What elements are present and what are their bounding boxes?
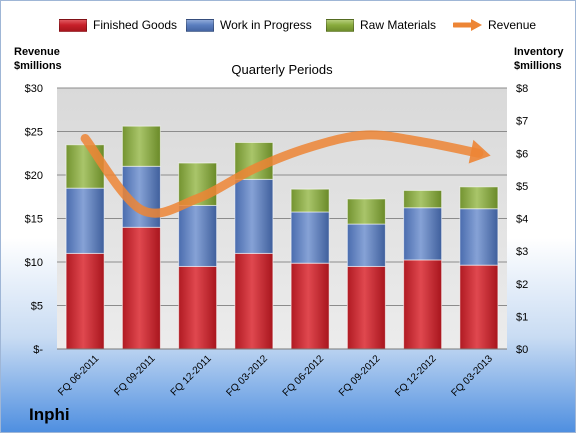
category-label: FQ 03-2012	[224, 353, 270, 399]
legend: Finished Goods Work in Progress Raw Mate…	[1, 15, 576, 35]
bar-work-in-progress	[346, 223, 386, 267]
right-axis-title-line2: $millions	[514, 60, 562, 72]
chart-subtitle: Quarterly Periods	[231, 62, 333, 77]
legend-item-raw-materials: Raw Materials	[326, 15, 436, 35]
left-tick-label: $20	[25, 170, 43, 182]
bar-finished-goods	[459, 264, 499, 350]
right-tick-label: $3	[516, 246, 528, 258]
bar-work-in-progress	[234, 178, 274, 254]
left-tick-label: $25	[25, 127, 43, 139]
category-label: FQ 06-2012	[281, 353, 327, 399]
legend-item-revenue: Revenue	[453, 15, 536, 35]
bar-raw-materials	[121, 125, 161, 167]
left-tick-label: $5	[31, 301, 43, 313]
legend-label-work-in-progress: Work in Progress	[220, 18, 312, 32]
legend-swatch-finished-goods	[59, 18, 87, 32]
right-tick-label: $7	[516, 116, 528, 128]
left-axis-title-line1: Revenue	[14, 46, 60, 58]
legend-item-finished-goods: Finished Goods	[59, 15, 177, 35]
right-axis-title-line1: Inventory	[514, 46, 564, 58]
bar-finished-goods	[121, 226, 161, 350]
bar-raw-materials	[459, 186, 499, 210]
category-label: FQ 03-2013	[449, 353, 495, 399]
right-tick-label: $8	[516, 83, 528, 95]
bar-raw-materials	[403, 189, 443, 209]
company-name: Inphi	[29, 405, 70, 424]
left-axis-title-line2: $millions	[14, 60, 62, 72]
legend-swatch-work-in-progress	[186, 18, 214, 32]
bar-work-in-progress	[403, 207, 443, 261]
left-tick-label: $15	[25, 214, 43, 226]
legend-swatch-raw-materials	[326, 18, 354, 32]
category-label: FQ 06-2011	[56, 353, 101, 398]
right-tick-label: $2	[516, 279, 528, 291]
left-tick-label: $30	[25, 83, 43, 95]
revenue-line	[80, 130, 484, 218]
legend-item-work-in-progress: Work in Progress	[186, 15, 312, 35]
bar-finished-goods	[65, 252, 105, 350]
bar-work-in-progress	[290, 211, 330, 264]
bar-finished-goods	[178, 265, 218, 350]
category-label: FQ 09-2011	[113, 353, 158, 398]
legend-arrow-icon	[453, 19, 482, 31]
category-label: FQ 09-2012	[337, 353, 383, 399]
bar-finished-goods	[346, 265, 386, 350]
legend-label-revenue: Revenue	[488, 18, 537, 32]
category-label: FQ 12-2012	[393, 353, 439, 399]
revenue-arrowhead	[468, 139, 491, 164]
left-axis-title: Revenue $millions	[14, 45, 62, 73]
right-tick-label: $4	[516, 214, 528, 226]
bar-finished-goods	[290, 262, 330, 350]
right-tick-label: $0	[516, 344, 528, 356]
bar-work-in-progress	[459, 208, 499, 266]
left-tick-label: $10	[25, 257, 43, 269]
right-tick-label: $6	[516, 148, 528, 160]
legend-label-finished-goods: Finished Goods	[93, 18, 178, 32]
bar-finished-goods	[403, 259, 443, 350]
category-label: FQ 12-2011	[169, 353, 214, 398]
left-tick-label: $-	[33, 344, 43, 356]
right-axis-title: Inventory $millions	[514, 45, 564, 73]
right-tick-label: $1	[516, 311, 528, 323]
legend-label-raw-materials: Raw Materials	[360, 18, 437, 32]
bar-raw-materials	[346, 198, 386, 225]
bar-finished-goods	[234, 252, 274, 350]
bar-raw-materials	[290, 188, 330, 213]
bar-work-in-progress	[65, 187, 105, 254]
right-tick-label: $5	[516, 181, 528, 193]
bar-work-in-progress	[178, 204, 218, 267]
